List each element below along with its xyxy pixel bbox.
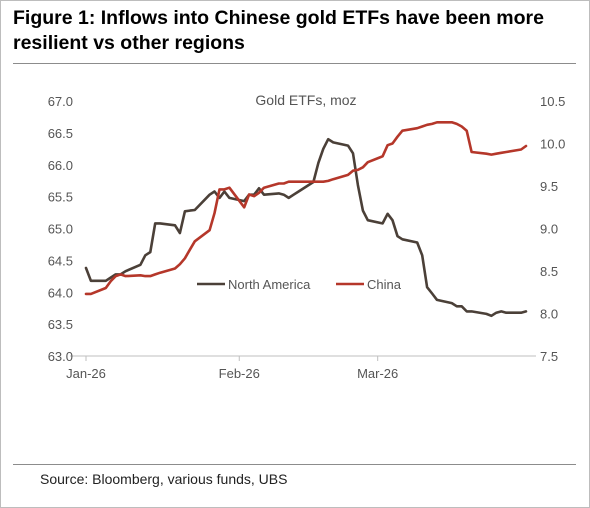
series-lines xyxy=(84,121,528,318)
figure-title: Figure 1: Inflows into Chinese gold ETFs… xyxy=(13,7,544,54)
legend: North America China xyxy=(197,277,402,292)
y-right-tick-label: 9.5 xyxy=(540,179,558,194)
y-right-tick-label: 9.0 xyxy=(540,222,558,237)
legend-label: North America xyxy=(228,277,311,292)
title-divider xyxy=(13,63,576,64)
x-tick-label: Jan-26 xyxy=(66,366,106,381)
y-left-tick-label: 63.5 xyxy=(48,317,73,332)
y-left-tick-label: 65.0 xyxy=(48,222,73,237)
x-tick-label: Feb-26 xyxy=(219,366,260,381)
y-left-tick-label: 66.0 xyxy=(48,158,73,173)
axes: Jan-26 Feb-26 Mar-26 67.0 66.5 66.0 65.5 65.0 64… xyxy=(48,94,566,381)
y-left-tick-label: 64.5 xyxy=(48,253,73,268)
series-line-north-america xyxy=(84,137,528,318)
legend-label: China xyxy=(367,277,402,292)
y-right-tick-label: 8.0 xyxy=(540,307,558,322)
source-note: Source: Bloomberg, various funds, UBS xyxy=(40,471,288,487)
y-right-tick-label: 7.5 xyxy=(540,349,558,364)
y-left-tick-label: 63.0 xyxy=(48,349,73,364)
y-left-tick-label: 64.0 xyxy=(48,285,73,300)
series-line-china xyxy=(84,121,528,296)
y-left-tick-label: 67.0 xyxy=(48,94,73,109)
y-left-tick-label: 66.5 xyxy=(48,126,73,141)
chart-title: Gold ETFs, moz xyxy=(255,92,356,108)
y-right-tick-label: 8.5 xyxy=(540,264,558,279)
y-left-tick-label: 65.5 xyxy=(48,190,73,205)
y-right-tick-label: 10.5 xyxy=(540,94,565,109)
source-divider xyxy=(13,464,576,465)
x-tick-label: Mar-26 xyxy=(357,366,398,381)
y-right-tick-label: 10.0 xyxy=(540,137,565,152)
